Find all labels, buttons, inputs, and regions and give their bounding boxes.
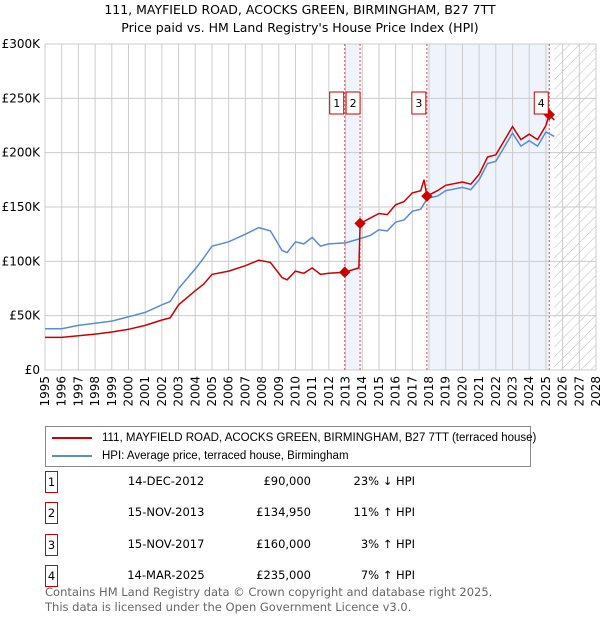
y-tick-label: £100K — [2, 254, 42, 268]
chart-subtitle: Price paid vs. HM Land Registry's House … — [121, 20, 479, 35]
transaction-hpi-diff: 11% ↑ HPI — [353, 505, 415, 519]
y-tick-label: £200K — [2, 146, 42, 160]
transaction-row: 1 14-DEC-2012 £90,000 23% ↓ HPI — [45, 471, 445, 493]
legend-item-hpi: HPI: Average price, terraced house, Birm… — [52, 449, 349, 463]
x-tick-label: 2028 — [589, 376, 600, 407]
x-tick-label: 2001 — [138, 376, 152, 407]
x-tick-label: 2002 — [155, 376, 169, 407]
transaction-number: 1 — [45, 471, 58, 493]
legend-item-property: 111, MAYFIELD ROAD, ACOCKS GREEN, BIRMIN… — [52, 431, 536, 445]
transaction-price: £134,950 — [256, 505, 311, 519]
x-tick-label: 2009 — [272, 376, 286, 407]
legend-label-hpi: HPI: Average price, terraced house, Birm… — [102, 450, 349, 462]
x-tick-label: 2004 — [188, 376, 202, 407]
sale-label-box — [411, 91, 427, 115]
x-tick-label: 1998 — [88, 376, 102, 407]
property-price-line — [45, 113, 555, 339]
x-tick-label: 2008 — [255, 376, 269, 407]
sale-point — [339, 266, 351, 278]
footer-licence: This data is licensed under the Open Gov… — [45, 600, 412, 614]
y-tick-label: £150K — [2, 200, 42, 214]
plot-frame — [44, 43, 597, 371]
legend-label-property: 111, MAYFIELD ROAD, ACOCKS GREEN, BIRMIN… — [102, 432, 537, 444]
x-tick-label: 2005 — [205, 376, 219, 407]
x-tick-label: 2022 — [489, 376, 503, 407]
x-tick-label: 2020 — [455, 376, 469, 407]
x-tick-label: 2012 — [322, 376, 336, 407]
chart-title: 111, MAYFIELD ROAD, ACOCKS GREEN, BIRMIN… — [104, 2, 496, 17]
x-tick-label: 2016 — [389, 376, 403, 407]
sale-label: 2 — [350, 97, 357, 110]
x-tick-label: 2010 — [288, 376, 302, 407]
transaction-price: £90,000 — [263, 474, 311, 488]
x-tick-label: 2003 — [172, 376, 186, 407]
x-tick-label: 2019 — [439, 376, 453, 407]
x-tick-label: 1997 — [71, 376, 85, 407]
x-tick-label: 2024 — [522, 376, 536, 407]
y-tick-label: £50K — [9, 309, 41, 323]
hpi-line — [45, 131, 555, 330]
transaction-price: £160,000 — [256, 537, 311, 551]
transaction-hpi-diff: 7% ↑ HPI — [360, 568, 415, 582]
x-tick-label: 2006 — [222, 376, 236, 407]
transaction-number: 3 — [45, 534, 58, 556]
x-tick-label: 2023 — [506, 376, 520, 407]
sale-label: 4 — [538, 97, 545, 110]
transaction-hpi-diff: 3% ↑ HPI — [360, 537, 415, 551]
footer-copyright: Contains HM Land Registry data © Crown c… — [45, 585, 493, 599]
transaction-number: 2 — [45, 502, 58, 524]
x-tick-label: 2027 — [572, 376, 586, 407]
transaction-hpi-diff: 23% ↓ HPI — [353, 474, 415, 488]
x-tick-label: 2018 — [422, 376, 436, 407]
transaction-price: £235,000 — [256, 568, 311, 582]
x-tick-label: 2021 — [472, 376, 486, 407]
y-tick-label: £250K — [2, 91, 42, 105]
legend: 111, MAYFIELD ROAD, ACOCKS GREEN, BIRMIN… — [45, 426, 536, 467]
transaction-date: 15-NOV-2013 — [127, 505, 205, 519]
sale-point — [354, 217, 366, 230]
x-tick-label: 1995 — [38, 376, 52, 407]
transaction-row: 2 15-NOV-2013 £134,950 11% ↑ HPI — [45, 502, 445, 524]
transaction-date: 14-MAR-2025 — [127, 568, 205, 582]
x-tick-label: 2000 — [121, 376, 135, 407]
transaction-row: 3 15-NOV-2017 £160,000 3% ↑ HPI — [45, 534, 445, 556]
price-chart: 1995 1996 1997 1998 1999 2000 2001 2002 2003 2004… — [2, 37, 600, 407]
transaction-row: 4 14-MAR-2025 £235,000 7% ↑ HPI — [45, 565, 445, 587]
x-tick-label: 2011 — [305, 376, 319, 407]
legend-swatch-blue — [52, 455, 92, 457]
x-tick-label: 1999 — [105, 376, 119, 407]
x-tick-label: 2025 — [539, 376, 553, 407]
sale-point — [421, 190, 433, 202]
y-tick-label: £300K — [2, 37, 42, 51]
x-tick-label: 2026 — [556, 376, 570, 407]
transaction-date: 14-DEC-2012 — [127, 474, 205, 488]
legend-swatch-red — [52, 437, 92, 439]
sale-label-box — [533, 91, 549, 115]
transaction-number: 4 — [45, 565, 58, 587]
x-tick-label: 1996 — [55, 376, 69, 407]
sale-label-box — [329, 91, 345, 115]
sale-label: 1 — [333, 97, 340, 110]
x-tick-label: 2017 — [405, 376, 419, 407]
x-tick-label: 2013 — [339, 376, 353, 407]
y-tick-label: £0 — [25, 363, 40, 377]
x-tick-label: 2014 — [355, 376, 369, 407]
x-tick-label: 2015 — [372, 376, 386, 407]
x-tick-label: 2007 — [238, 376, 252, 407]
sale-label: 3 — [415, 97, 422, 110]
sale-label-box — [345, 91, 361, 115]
transaction-date: 15-NOV-2017 — [127, 537, 205, 551]
